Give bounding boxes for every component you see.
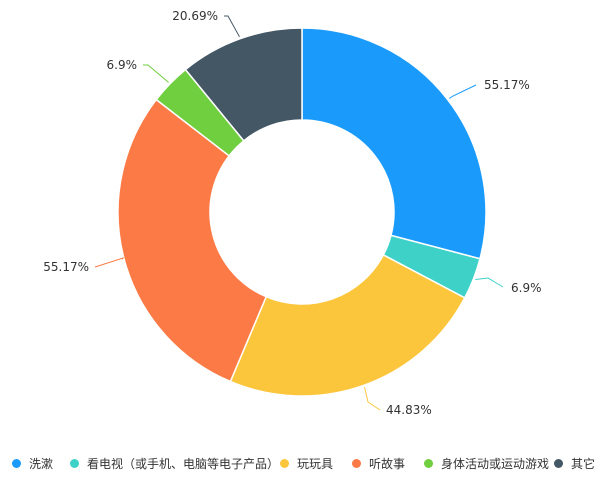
legend-label: 其它 [571,457,596,471]
leader-line-physical [143,64,169,83]
slice-toys[interactable] [229,253,466,397]
legend-item-other[interactable]: 其它 [554,455,595,472]
data-label-physical: 6.9% [107,58,138,72]
donut-chart: 55.17% 6.9% 44.83% 55.17% 6.9% 20.69% [43,9,542,417]
legend-dot [424,459,433,468]
slice-other[interactable] [184,27,303,142]
data-label-washing: 55.17% [484,78,530,92]
legend-label: 身体活动或运动游戏 [441,457,550,471]
legend-item-washing[interactable]: 洗漱 [12,455,53,472]
legend-label: 玩玩具 [297,457,334,471]
legend-item-screen[interactable]: 看电视（或手机、电脑等电子产品） [70,455,279,472]
legend-item-physical[interactable]: 身体活动或运动游戏 [424,455,549,472]
data-label-toys: 44.83% [386,403,432,417]
leader-line-stories [94,257,125,268]
legend-label: 听故事 [369,457,406,471]
legend-dot [12,459,21,468]
leader-line-other [224,15,240,38]
slice-washing[interactable] [301,27,487,260]
legend: 洗漱 看电视（或手机、电脑等电子产品） 玩玩具 听故事 身体活动或运动游戏 其它 [0,455,600,479]
leader-line-toys [364,387,381,411]
data-label-stories: 55.17% [43,260,89,274]
slice-stories[interactable] [117,98,268,383]
leader-line-screen [475,277,504,288]
leader-line-washing [449,84,477,99]
legend-label: 洗漱 [29,457,54,471]
data-label-screen: 6.9% [511,281,542,295]
legend-item-stories[interactable]: 听故事 [352,455,405,472]
legend-dot [352,459,361,468]
legend-item-toys[interactable]: 玩玩具 [280,455,333,472]
legend-dot [70,459,79,468]
data-label-other: 20.69% [172,9,218,23]
legend-dot [554,459,563,468]
legend-label: 看电视（或手机、电脑等电子产品） [87,457,280,471]
legend-dot [280,459,289,468]
